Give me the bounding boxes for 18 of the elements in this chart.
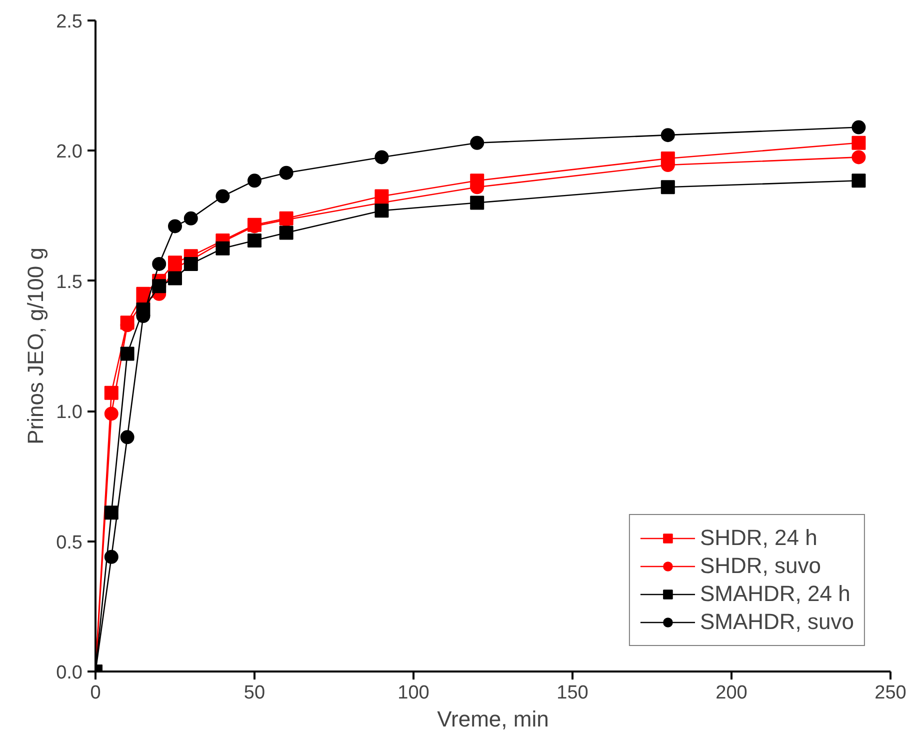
y-tick-label: 0.5 bbox=[56, 532, 83, 554]
x-axis-title: Vreme, min bbox=[437, 706, 549, 732]
y-tick-label: 1.5 bbox=[56, 272, 83, 293]
y-tick-label: 1.0 bbox=[56, 402, 83, 424]
x-tick-label: 250 bbox=[874, 682, 906, 704]
legend-label: SHDR, 24 h bbox=[700, 525, 818, 551]
x-tick-label: 200 bbox=[716, 682, 748, 704]
legend-label: SHDR, suvo bbox=[700, 553, 821, 579]
y-tick-label: 2.0 bbox=[56, 142, 83, 163]
x-tick-label: 50 bbox=[244, 682, 266, 704]
y-tick-label: 2.5 bbox=[56, 12, 83, 32]
x-tick-label: 0 bbox=[90, 682, 101, 704]
y-tick-label: 0.0 bbox=[56, 662, 83, 684]
legend-label: SMAHDR, suvo bbox=[700, 609, 854, 635]
y-axis-title: Prinos JEO, g/100 g bbox=[23, 248, 48, 444]
x-tick-label: 150 bbox=[556, 682, 588, 704]
x-tick-label: 100 bbox=[398, 682, 430, 704]
legend-label: SMAHDR, 24 h bbox=[700, 581, 850, 607]
